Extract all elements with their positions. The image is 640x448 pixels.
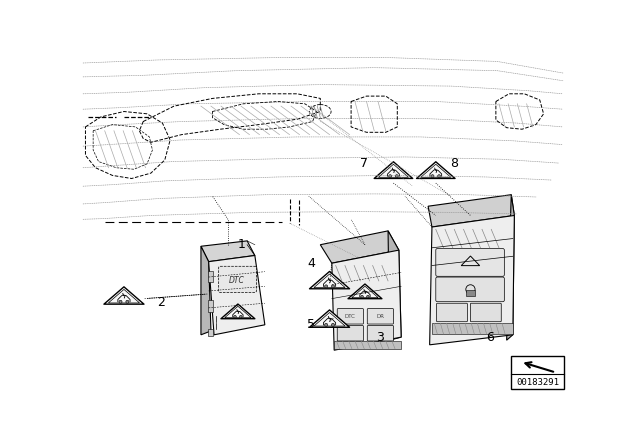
FancyBboxPatch shape <box>436 249 504 276</box>
Bar <box>334 341 401 349</box>
Circle shape <box>234 315 236 318</box>
Polygon shape <box>320 231 399 263</box>
Bar <box>208 329 212 336</box>
Polygon shape <box>310 310 349 327</box>
FancyBboxPatch shape <box>337 309 364 324</box>
Text: 1: 1 <box>238 238 246 251</box>
Circle shape <box>396 175 398 177</box>
Text: DR: DR <box>376 314 385 319</box>
Polygon shape <box>201 241 255 262</box>
FancyBboxPatch shape <box>470 303 501 322</box>
Polygon shape <box>374 162 413 178</box>
Text: DTC: DTC <box>229 276 245 284</box>
Polygon shape <box>332 250 401 350</box>
Polygon shape <box>221 304 255 319</box>
Circle shape <box>119 300 122 303</box>
Polygon shape <box>104 287 144 304</box>
Circle shape <box>431 175 434 177</box>
FancyBboxPatch shape <box>219 266 257 293</box>
Polygon shape <box>417 162 455 178</box>
FancyBboxPatch shape <box>436 277 504 302</box>
Polygon shape <box>310 271 349 289</box>
Polygon shape <box>429 215 515 345</box>
Polygon shape <box>209 255 265 335</box>
Circle shape <box>367 295 369 298</box>
Text: 2: 2 <box>157 296 165 309</box>
Text: 6: 6 <box>486 331 493 344</box>
Circle shape <box>239 315 242 318</box>
FancyBboxPatch shape <box>337 326 364 341</box>
Polygon shape <box>388 231 401 340</box>
Circle shape <box>332 323 335 327</box>
Polygon shape <box>428 195 515 227</box>
Text: 3: 3 <box>376 331 384 344</box>
Polygon shape <box>507 195 515 340</box>
Circle shape <box>324 285 328 288</box>
FancyBboxPatch shape <box>436 303 467 322</box>
Circle shape <box>126 300 129 303</box>
Circle shape <box>361 295 364 298</box>
Circle shape <box>332 285 335 288</box>
Text: 5: 5 <box>307 318 315 332</box>
Bar <box>466 290 475 296</box>
Circle shape <box>388 175 392 177</box>
Circle shape <box>438 175 440 177</box>
Text: 00183291: 00183291 <box>516 378 559 387</box>
Circle shape <box>324 323 328 327</box>
Text: 4: 4 <box>307 257 315 270</box>
Text: 8: 8 <box>450 157 458 170</box>
FancyBboxPatch shape <box>367 309 394 324</box>
Text: 7: 7 <box>360 157 368 170</box>
Bar <box>511 356 564 389</box>
Bar <box>208 271 212 282</box>
FancyBboxPatch shape <box>367 326 394 341</box>
Text: DTC: DTC <box>345 314 356 319</box>
Polygon shape <box>348 284 382 299</box>
Bar <box>208 300 212 312</box>
Bar <box>432 323 513 334</box>
Polygon shape <box>201 246 211 335</box>
